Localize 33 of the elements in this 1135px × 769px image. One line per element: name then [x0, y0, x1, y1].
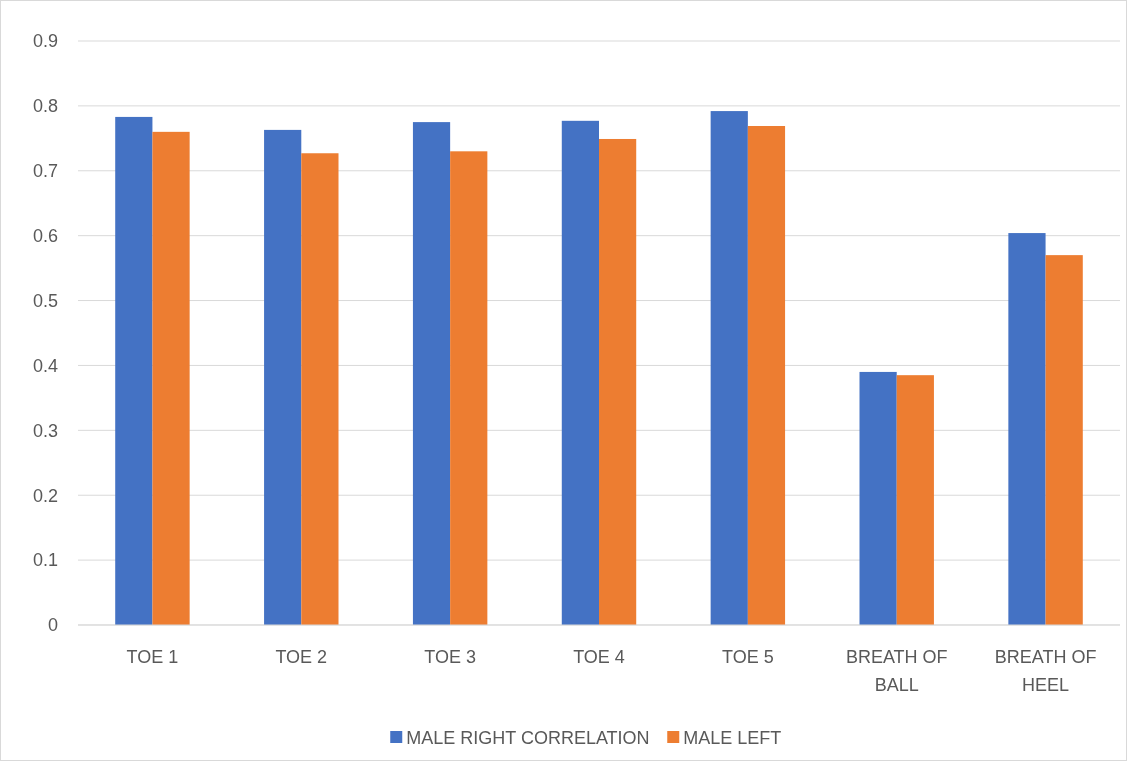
y-tick-label: 0.9: [32, 31, 58, 52]
bar: [450, 151, 488, 625]
y-tick-label: 0.2: [32, 485, 58, 506]
bar: [301, 153, 339, 625]
y-tick-label: 0.7: [32, 161, 58, 182]
bar: [561, 120, 599, 625]
legend-label: MALE RIGHT CORRELATION: [406, 728, 650, 749]
legend-label: MALE LEFT: [683, 728, 782, 749]
bar: [599, 138, 637, 625]
x-tick-label: TOE 2: [275, 647, 328, 667]
bar: [1045, 255, 1083, 625]
bar: [747, 126, 786, 625]
y-tick-label: 0.5: [32, 290, 58, 311]
y-tick-label: 0: [47, 615, 58, 636]
bar: [412, 122, 451, 625]
bar: [264, 129, 302, 625]
x-tick-label: TOE 4: [573, 647, 625, 667]
y-tick-label: 0.1: [32, 550, 58, 571]
x-tick-label: TOE 1: [126, 647, 179, 667]
x-tick-label: TOE 5: [722, 647, 774, 667]
bar: [1008, 233, 1046, 625]
bar: [115, 116, 153, 625]
x-tick-label: BREATH OF HEEL: [994, 647, 1097, 695]
x-tick-label: TOE 3: [424, 647, 476, 667]
x-tick-label: BREATH OF BALL: [845, 647, 948, 695]
y-tick-label: 0.8: [32, 96, 58, 117]
bar: [896, 375, 934, 625]
y-tick-label: 0.6: [32, 225, 58, 246]
bar: [710, 111, 748, 625]
bar: [152, 131, 190, 625]
y-tick-label: 0.3: [32, 420, 58, 441]
bar: [859, 371, 897, 625]
y-tick-label: 0.4: [32, 355, 58, 376]
